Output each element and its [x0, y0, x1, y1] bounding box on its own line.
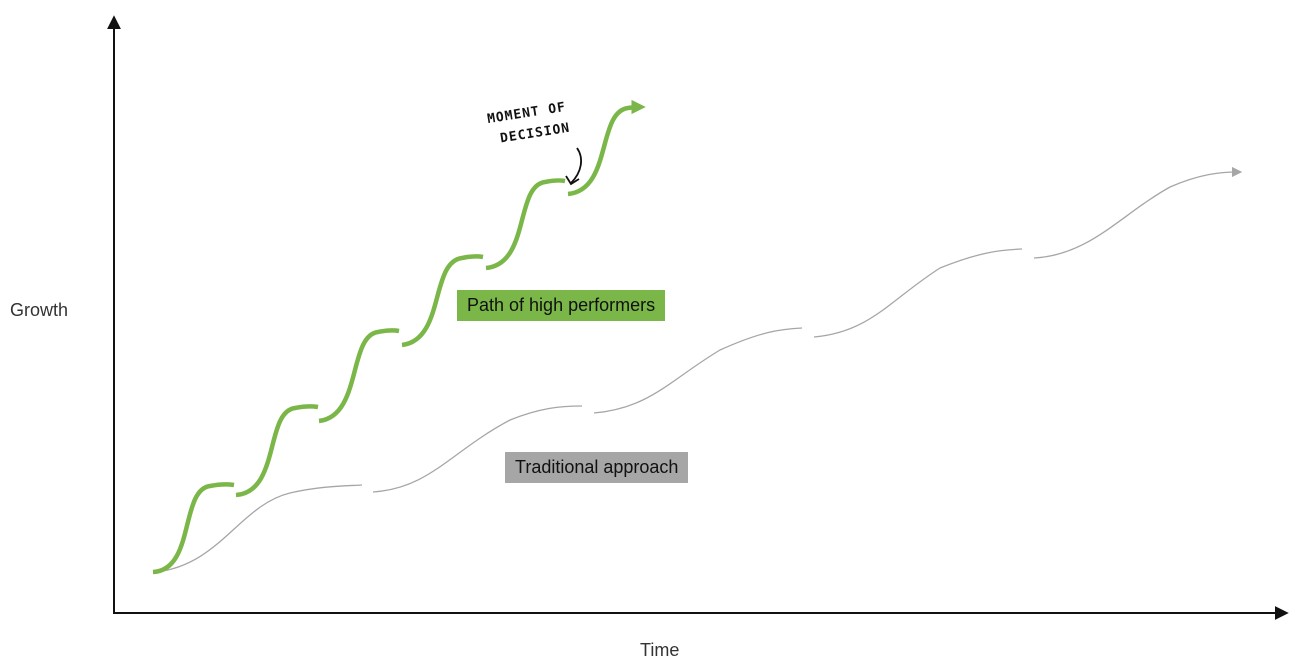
high-segment — [235, 404, 319, 498]
traditional-segment — [1033, 166, 1243, 259]
decision-pointer-arrowhead — [565, 175, 580, 186]
high-performers-path — [152, 99, 646, 575]
traditional-segment — [593, 327, 803, 414]
decision-pointer-arrow — [570, 147, 582, 184]
traditional-segment — [813, 248, 1023, 338]
y-axis-label: Growth — [10, 300, 69, 320]
high-segment — [401, 254, 484, 348]
high-segment — [318, 328, 400, 424]
traditional-segment — [372, 405, 583, 493]
traditional-approach-label: Traditional approach — [505, 452, 689, 483]
traditional-segment — [155, 484, 363, 573]
traditional-path — [155, 166, 1243, 573]
x-axis-label: Time — [640, 640, 680, 660]
high-segment — [152, 482, 235, 575]
high-segment — [485, 178, 566, 271]
high-performers-label: Path of high performers — [457, 290, 666, 321]
high-segment — [567, 99, 646, 197]
